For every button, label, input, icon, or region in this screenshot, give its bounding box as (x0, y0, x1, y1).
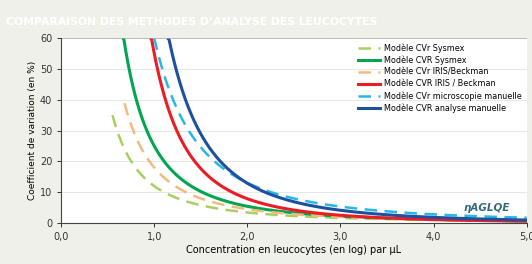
Modèle CVr Sysmex (379, 218, 386, 221)
Modèle CVR analyse manuelle (419, 215, 425, 218)
Modèle CVR analyse manuelle (176, 78, 182, 81)
Modèle CVR IRIS / Beckman (148, 37, 154, 40)
Modèle CVR IRIS / Beckman (497, 219, 503, 223)
Line: Modèle CVr IRIS/Beckman: Modèle CVr IRIS/Beckman (124, 103, 532, 221)
Modèle CVr IRIS/Beckman (271, 211, 278, 214)
Line: Modèle CVr microscopie manuelle: Modèle CVr microscopie manuelle (154, 38, 532, 219)
Line: Modèle CVR analyse manuelle: Modèle CVR analyse manuelle (168, 38, 532, 221)
X-axis label: Concentration en leucocytes (en log) par µL: Concentration en leucocytes (en log) par… (186, 245, 402, 255)
Modèle CVR analyse manuelle (479, 218, 485, 221)
Modèle CVr Sysmex (412, 218, 418, 221)
Line: Modèle CVr Sysmex: Modèle CVr Sysmex (112, 115, 532, 221)
Modèle CVR Sysmex (216, 197, 222, 201)
Modèle CVR IRIS / Beckman (447, 218, 453, 221)
Modèle CVr microscopie manuelle (529, 216, 532, 219)
Y-axis label: Coefficient de variation (en %): Coefficient de variation (en %) (28, 61, 37, 200)
Text: ηAGLQE: ηAGLQE (464, 203, 510, 213)
Modèle CVR IRIS / Beckman (322, 213, 329, 216)
Modèle CVR Sysmex (400, 217, 406, 220)
Text: COMPARAISON DES METHODES D’ANALYSE DES LEUCOCYTES: COMPARAISON DES METHODES D’ANALYSE DES L… (6, 17, 378, 27)
Modèle CVR analyse manuelle (412, 215, 418, 218)
Modèle CVr Sysmex (389, 218, 395, 221)
Modèle CVR IRIS / Beckman (352, 215, 358, 218)
Modèle CVR Sysmex (135, 106, 142, 109)
Modèle CVR Sysmex (368, 216, 375, 219)
Modèle CVr microscopie manuelle (151, 37, 157, 40)
Modèle CVR IRIS / Beckman (334, 213, 340, 216)
Modèle CVR Sysmex (120, 37, 127, 40)
Line: Modèle CVR IRIS / Beckman: Modèle CVR IRIS / Beckman (151, 38, 532, 222)
Modèle CVr microscopie manuelle (361, 208, 368, 211)
Modèle CVr Sysmex (266, 213, 272, 216)
Modèle CVr IRIS/Beckman (377, 217, 384, 220)
Modèle CVr Sysmex (109, 114, 115, 117)
Modèle CVR analyse manuelle (165, 37, 171, 40)
Modèle CVr IRIS/Beckman (519, 219, 526, 222)
Modèle CVr microscopie manuelle (378, 209, 384, 213)
Modèle CVR analyse manuelle (331, 208, 337, 211)
Modèle CVr microscopie manuelle (177, 114, 184, 117)
Modèle CVr IRIS/Beckman (121, 102, 128, 105)
Modèle CVR Sysmex (386, 217, 392, 220)
Modèle CVr Sysmex (473, 219, 479, 222)
Line: Modèle CVR Sysmex: Modèle CVR Sysmex (123, 38, 532, 221)
Modèle CVr microscopie manuelle (271, 192, 277, 195)
Modèle CVR IRIS / Beckman (398, 217, 405, 220)
Legend: Modèle CVr Sysmex, Modèle CVR Sysmex, Modèle CVr IRIS/Beckman, Modèle CVR IRIS /: Modèle CVr Sysmex, Modèle CVR Sysmex, Mo… (354, 40, 525, 116)
Modèle CVR Sysmex (516, 219, 522, 222)
Modèle CVr microscopie manuelle (227, 171, 233, 175)
Modèle CVR analyse manuelle (510, 218, 517, 221)
Modèle CVr IRIS/Beckman (469, 219, 476, 222)
